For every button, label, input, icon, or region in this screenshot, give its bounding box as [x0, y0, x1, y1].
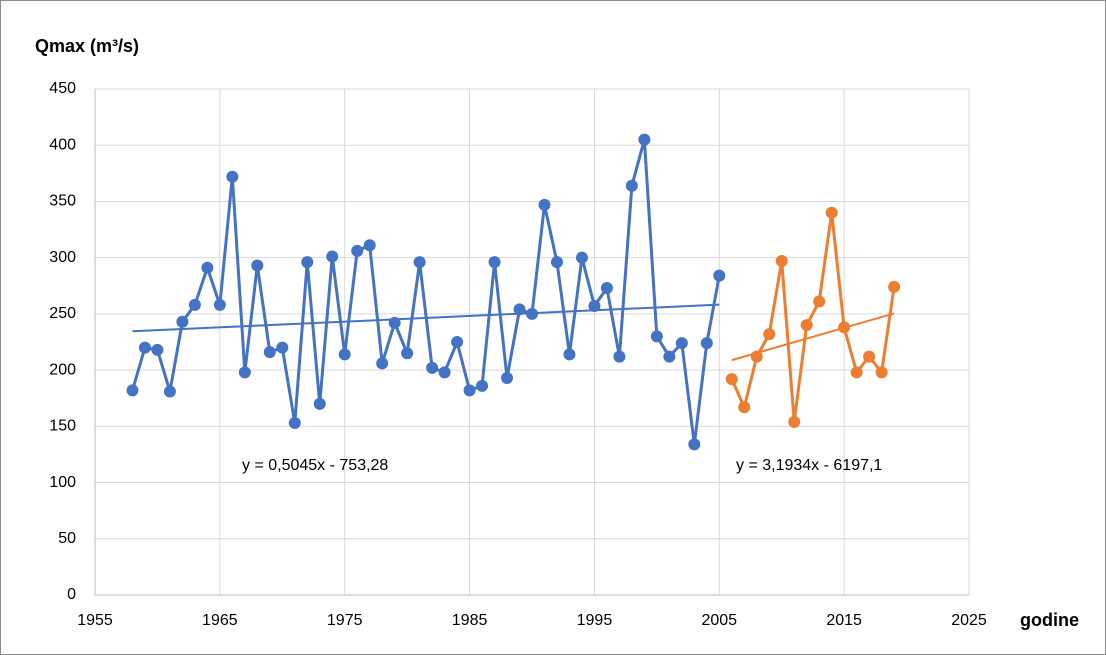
- data-point: [875, 366, 888, 379]
- y-tick-label: 450: [49, 80, 76, 97]
- series-line: [131, 138, 721, 446]
- data-point: [176, 315, 189, 328]
- y-tick-label: 300: [49, 249, 76, 266]
- y-tick-label: 0: [67, 586, 76, 603]
- data-point: [376, 357, 389, 370]
- data-point: [338, 348, 351, 361]
- y-tick-label: 50: [58, 530, 76, 547]
- x-tick-label: 2025: [951, 612, 987, 629]
- data-point: [613, 350, 626, 363]
- data-point: [575, 251, 588, 264]
- data-point: [688, 438, 701, 451]
- data-point: [700, 337, 713, 350]
- y-tick-label: 200: [49, 361, 76, 378]
- data-point: [313, 397, 326, 410]
- data-point: [550, 256, 563, 269]
- x-tick-label: 1955: [77, 612, 113, 629]
- trendline-label: y = 3,1934x - 6197,1: [736, 457, 882, 474]
- data-point: [788, 415, 801, 428]
- x-tick-label: 1985: [452, 612, 488, 629]
- y-tick-label: 250: [49, 305, 76, 322]
- y-tick-label: 400: [49, 136, 76, 153]
- data-point: [126, 384, 139, 397]
- data-point: [463, 384, 476, 397]
- data-point: [238, 366, 251, 379]
- trendline: [132, 303, 720, 333]
- data-point: [775, 255, 788, 268]
- data-point: [888, 280, 901, 293]
- data-point: [825, 206, 838, 219]
- data-point: [163, 385, 176, 398]
- data-point: [738, 401, 751, 414]
- data-point: [663, 350, 676, 363]
- data-point: [326, 250, 339, 263]
- data-point: [301, 256, 314, 269]
- data-point: [401, 347, 414, 360]
- x-tick-label: 2005: [701, 612, 737, 629]
- data-point: [501, 371, 514, 384]
- data-point: [513, 303, 526, 316]
- data-point: [863, 350, 876, 363]
- data-point: [725, 373, 738, 386]
- data-point: [488, 256, 501, 269]
- data-point: [600, 282, 613, 295]
- data-point: [288, 416, 301, 429]
- x-tick-label: 2015: [826, 612, 862, 629]
- data-point: [426, 361, 439, 374]
- data-point: [201, 261, 214, 274]
- data-point: [213, 298, 226, 311]
- x-tick-label: 1965: [202, 612, 238, 629]
- data-point: [650, 330, 663, 343]
- data-point: [675, 337, 688, 350]
- data-point: [563, 348, 576, 361]
- data-point: [451, 336, 464, 348]
- x-tick-label: 1995: [577, 612, 613, 629]
- data-point: [588, 300, 601, 313]
- chart-title: Qmax (m³/s): [35, 36, 139, 56]
- data-point: [713, 269, 726, 282]
- trendline-label: y = 0,5045x - 753,28: [242, 457, 388, 474]
- x-axis-label: godine: [1020, 610, 1079, 630]
- data-point: [276, 341, 289, 354]
- data-point: [251, 259, 264, 272]
- data-point: [226, 170, 239, 183]
- data-point: [351, 244, 364, 257]
- data-point: [263, 346, 276, 359]
- data-point: [538, 198, 551, 211]
- data-point: [800, 319, 813, 332]
- y-tick-label: 350: [49, 193, 76, 210]
- y-tick-label: 100: [49, 474, 76, 491]
- trendline: [731, 312, 895, 362]
- data-point: [363, 239, 376, 252]
- data-point: [476, 379, 489, 392]
- data-point: [638, 133, 651, 146]
- data-point: [138, 341, 151, 354]
- y-tick-label: 150: [49, 418, 76, 435]
- data-point: [625, 179, 638, 192]
- x-tick-label: 1975: [327, 612, 363, 629]
- data-point: [413, 256, 426, 269]
- data-point: [438, 366, 451, 379]
- data-point: [188, 298, 201, 311]
- data-point: [151, 343, 164, 356]
- data-point: [813, 295, 826, 308]
- data-point: [850, 366, 863, 379]
- data-point: [763, 328, 776, 341]
